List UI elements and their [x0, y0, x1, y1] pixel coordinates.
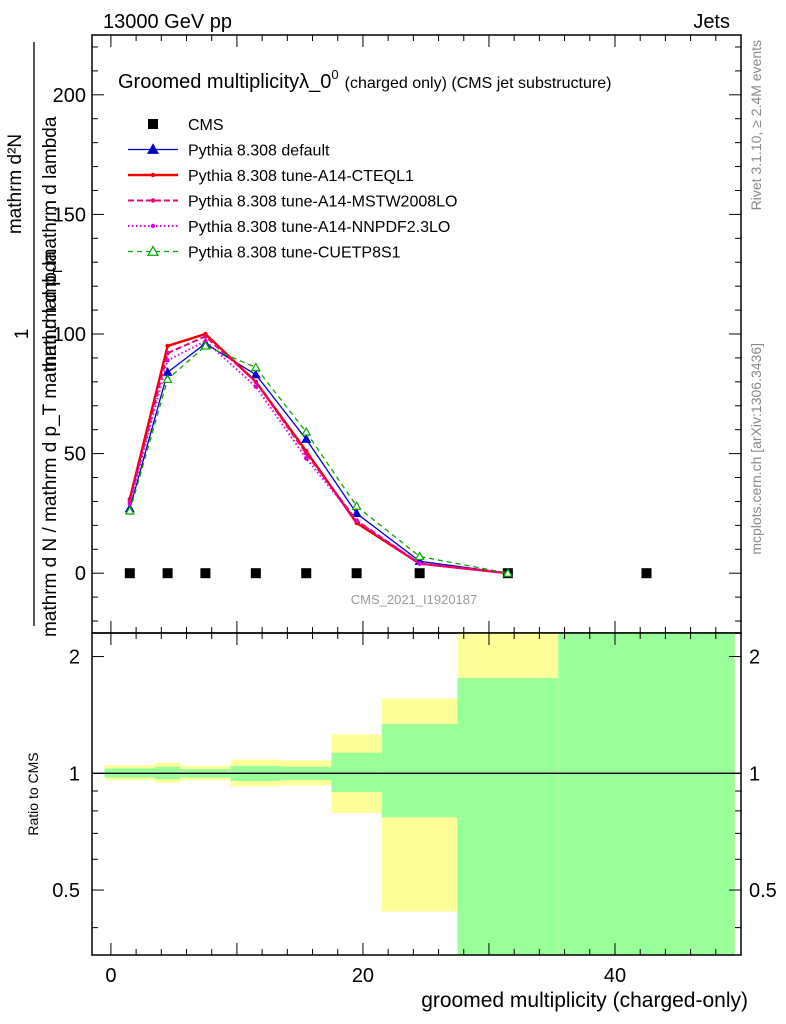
main-ylabel: 1 mathrm d N / mathrm d p_T mathrm d lam…	[5, 42, 65, 637]
data-point-nnpdf	[127, 501, 133, 507]
ylabel-den: mathrm d N / mathrm d p_T mathrm d lambd…	[40, 251, 61, 638]
legend-label-cms: CMS	[188, 117, 224, 134]
legend-label-cuetp8s1: Pythia 8.308 tune-CUETP8S1	[188, 245, 401, 262]
legend-entry-cms: CMS	[148, 117, 224, 134]
data-point-cuetp8s1	[301, 426, 312, 436]
data-point-nnpdf	[165, 358, 170, 363]
data-point-nnpdf	[354, 518, 359, 523]
ratio-band-green	[381, 723, 458, 818]
ratio-band-green	[558, 633, 735, 955]
legend-marker-mstw	[150, 198, 156, 203]
ylabel-frac-num: 1	[12, 329, 33, 340]
main-title: Groomed multiplicityλ_00(charged only) (…	[118, 67, 611, 93]
ratio-band-green	[457, 678, 559, 955]
ratio-bands	[104, 633, 735, 955]
main-panel: 0 50 100 150 200 CMS_2021_I1920187 Groomed m…	[53, 34, 742, 634]
data-point-default	[301, 434, 312, 443]
legend-entry-cuetp8s1: Pythia 8.308 tune-CUETP8S1	[128, 245, 401, 262]
legend-marker-nnpdf	[150, 223, 156, 229]
ylabel-den-right: mathrm d pTmathrm d lambda	[40, 116, 65, 371]
data-point-default	[351, 508, 362, 518]
series-cms	[124, 568, 652, 579]
legend-label-cteql1: Pythia 8.308 tune-A14-CTEQL1	[188, 168, 414, 185]
data-point-cuetp8s1	[124, 505, 135, 515]
data-point-cuetp8s1	[351, 501, 362, 510]
ratio-yticks: 0.5 0.5 1 1 2 2	[52, 647, 777, 929]
series-cuetp8s1	[124, 340, 513, 577]
data-point-mstw	[304, 451, 309, 456]
data-point-mstw	[253, 379, 259, 385]
series-line-cteql1	[128, 332, 508, 575]
main-ytick-label: 0	[75, 563, 86, 585]
data-point-cms	[250, 568, 261, 579]
data-point-cms	[301, 568, 312, 579]
data-point-cms	[200, 568, 211, 579]
legend-label-nnpdf: Pythia 8.308 tune-A14-NNPDF2.3LO	[188, 219, 450, 236]
analysis-watermark: CMS_2021_I1920187	[351, 592, 478, 607]
data-point-cuetp8s1	[200, 340, 211, 350]
data-point-cms	[124, 568, 135, 579]
series-line-default	[129, 342, 508, 574]
data-point-cms	[162, 568, 173, 579]
legend-label-default: Pythia 8.308 default	[188, 143, 330, 160]
ylabel-num-text: mathrm d²N	[5, 134, 26, 234]
x-tick-label: 20	[352, 965, 374, 987]
data-point-mstw	[203, 334, 208, 339]
main-yticks: 0 50 100 150 200	[53, 46, 741, 622]
data-point-cms	[351, 568, 362, 579]
header-right: Jets	[693, 11, 730, 33]
data-point-cuetp8s1	[414, 551, 425, 561]
series-cteql1	[127, 331, 511, 576]
legend-entry-default: Pythia 8.308 default	[128, 143, 330, 160]
data-point-default	[250, 369, 261, 379]
series-line-cuetp8s1	[129, 345, 508, 574]
legend-label-mstw: Pythia 8.308 tune-A14-MSTW2008LO	[188, 194, 457, 211]
ratio-panel: 0.5 0.5 1 1 2 2 0 20 40	[52, 632, 777, 987]
mcplots-label: mcplots.cern.ch [arXiv:1306.3436]	[748, 343, 764, 555]
rivet-label: Rivet 3.1.10, ≥ 2.4M events	[748, 40, 764, 210]
data-point-cuetp8s1	[502, 567, 513, 577]
ratio-ylabel: Ratio to CMS	[25, 752, 41, 835]
series-line-mstw	[128, 335, 508, 575]
data-point-cuetp8s1	[250, 362, 261, 372]
legend-entry-cteql1: Pythia 8.308 tune-A14-CTEQL1	[128, 168, 414, 185]
legend-marker-cuetp8s1	[146, 245, 160, 256]
legend-entry-nnpdf: Pythia 8.308 tune-A14-NNPDF2.3LO	[128, 219, 450, 236]
main-marks	[124, 331, 652, 579]
ratio-frame	[91, 632, 742, 956]
data-point-nnpdf	[304, 456, 309, 461]
data-point-nnpdf	[417, 561, 422, 566]
ratio-ytick-label: 0.5	[52, 880, 80, 902]
ratio-ytick-label-right: 0.5	[749, 880, 777, 902]
series-mstw	[127, 334, 511, 576]
data-point-mstw	[165, 350, 170, 356]
ratio-ytick-label: 1	[69, 763, 80, 785]
ratio-ytick-label: 2	[69, 647, 80, 669]
ratio-band-green	[331, 752, 382, 792]
ratio-ytick-label-right: 1	[749, 763, 760, 785]
data-point-nnpdf	[253, 384, 259, 389]
data-point-cms	[414, 568, 425, 579]
data-point-cuetp8s1	[162, 374, 173, 384]
ratio-xticks: 0 20 40	[105, 633, 717, 987]
main-ytick-label: 150	[53, 204, 86, 226]
header-left: 13000 GeV pp	[103, 11, 232, 33]
x-tick-label: 40	[604, 965, 626, 987]
main-xticks	[110, 35, 717, 633]
x-axis-label: groomed multiplicity (charged-only)	[421, 989, 748, 1012]
legend-marker-default	[146, 143, 160, 154]
ratio-ytick-label-right: 2	[749, 647, 760, 669]
legend: CMS Pythia 8.308 default Pythia 8.308 tune…	[128, 117, 457, 262]
main-ytick-label: 200	[53, 85, 86, 107]
legend-marker-cms	[148, 119, 158, 129]
legend-entry-mstw: Pythia 8.308 tune-A14-MSTW2008LO	[128, 194, 457, 211]
data-point-cms	[641, 568, 652, 579]
main-ytick-label: 100	[53, 324, 86, 346]
x-tick-label: 0	[105, 965, 116, 987]
legend-marker-cteql1	[150, 172, 156, 178]
series-default	[124, 338, 513, 577]
data-point-cteql1	[165, 343, 170, 349]
main-ytick-label: 50	[64, 444, 86, 466]
